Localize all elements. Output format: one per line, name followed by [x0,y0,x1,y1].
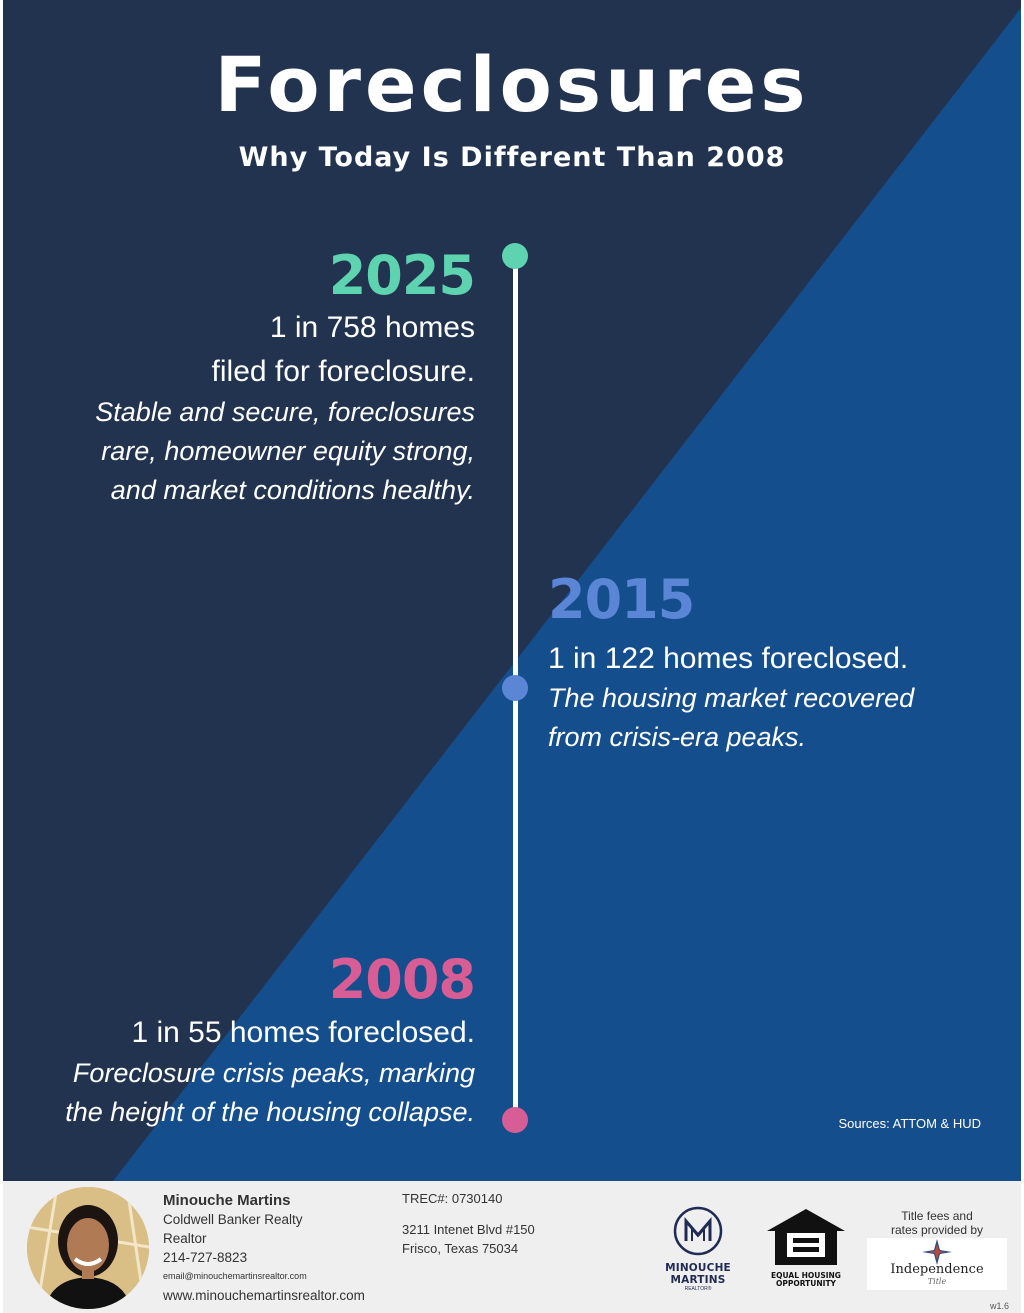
desc-2008-line2: the height of the housing collapse. [65,1097,475,1127]
version-label: w1.6 [989,1301,1009,1311]
desc-2025-line2: rare, homeowner equity strong, [101,436,475,466]
desc-2025-line3: and market conditions healthy. [110,475,475,505]
eho-line2: OPPORTUNITY [775,1279,836,1288]
agent-photo-icon [27,1187,149,1309]
mm-logo-sub: REALTOR® [684,1286,712,1292]
agent-website[interactable]: www.minouchemartinsrealtor.com [163,1288,365,1303]
year-2008: 2008 [328,948,476,1011]
timeline-dot-2008 [502,1107,528,1133]
desc-2015-line1: The housing market recovered [548,683,915,713]
desc-2008-line1: Foreclosure crisis peaks, marking [72,1058,475,1088]
title-company-name: Independence [890,1262,984,1277]
stat-2015: 1 in 122 homes foreclosed. [548,642,909,675]
agent-phone[interactable]: 214-727-8823 [163,1250,248,1265]
desc-2025: Stable and secure, foreclosures rare, ho… [15,393,475,510]
agent-email[interactable]: email@minouchemartinsrealtor.com [163,1271,307,1281]
agent-company: Coldwell Banker Realty [163,1212,303,1227]
footer: Minouche Martins Coldwell Banker Realty … [3,1181,1021,1313]
timeline-dot-2025 [502,243,528,269]
sources-note: Sources: ATTOM & HUD [838,1116,981,1131]
title-company-sub: Title [927,1277,947,1286]
stat-2025-line2: filed for foreclosure. [211,355,475,388]
desc-2015-line2: from crisis-era peaks. [548,722,807,752]
stat-2025-line1: 1 in 758 homes [269,311,475,344]
office-info: TREC#: 0730140 3211 Intenet Blvd #150 Fr… [402,1189,535,1258]
title-fees-line1: Title fees and [901,1209,973,1223]
title-fees-note: Title fees and rates provided by [867,1209,1007,1237]
year-2015: 2015 [548,568,695,631]
year-2025: 2025 [328,244,476,307]
diagonal-background [3,0,1021,1181]
address-line1: 3211 Intenet Blvd #150 [402,1222,535,1237]
compass-star-icon [922,1239,952,1265]
page-subtitle: Why Today Is Different Than 2008 [238,142,786,173]
independence-title-logo: Independence Title [867,1238,1007,1290]
stat-2025: 1 in 758 homes filed for foreclosure. [3,306,475,394]
title-fees-line2: rates provided by [890,1223,984,1237]
timeline-dot-2015 [502,675,528,701]
trec-number: TREC#: 0730140 [402,1191,503,1206]
mm-monogram-icon [673,1206,723,1256]
desc-2025-line1: Stable and secure, foreclosures [95,397,475,427]
desc-2008: Foreclosure crisis peaks, marking the he… [5,1054,475,1132]
mm-logo-text: MINOUCHE MARTINS [665,1262,731,1286]
address-line2: Frisco, Texas 75034 [402,1241,519,1256]
agent-name: Minouche Martins [163,1192,291,1209]
agent-role: Realtor [163,1231,207,1246]
equal-housing-logo: EQUAL HOUSING OPPORTUNITY [765,1207,847,1288]
infographic-poster: Foreclosures Why Today Is Different Than… [3,0,1021,1181]
agent-avatar [27,1187,149,1309]
agent-info: Minouche Martins Coldwell Banker Realty … [163,1191,365,1305]
page-title: Foreclosures [214,40,810,129]
stat-2008: 1 in 55 homes foreclosed. [131,1016,475,1049]
equal-housing-icon [767,1209,845,1265]
desc-2015: The housing market recovered from crisis… [548,679,968,757]
minouche-martins-logo: MINOUCHE MARTINS REALTOR® [643,1205,753,1292]
eho-line1: EQUAL HOUSING [771,1271,841,1280]
